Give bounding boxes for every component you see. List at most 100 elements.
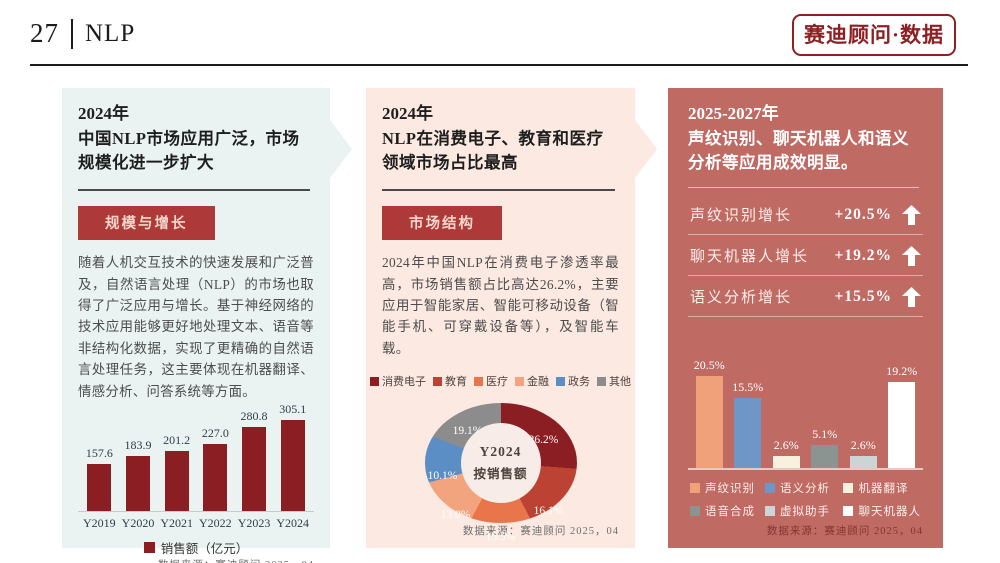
page-number: 27 [30,18,59,48]
bar-column: 5.1% [806,427,845,468]
bar-column: 280.8 [235,409,274,512]
legend-label: 语音合成 [705,506,755,518]
header-rule [30,64,968,66]
growth-row-semantic: 语义分析增长 +15.5% [688,276,923,318]
bar-value-label: 305.1 [279,402,307,417]
bar-column: 183.9 [119,438,158,512]
legend-label: 消费电子 [382,376,426,389]
bar-value-label: 280.8 [240,409,268,424]
growth-rows: 声纹识别增长 +20.5% 聊天机器人增长 +19.2% 语义分析增长 +15.… [688,194,923,318]
sales-bars: 157.6 183.9 201.2 227.0 280.8 305.1 [78,402,314,513]
bar [280,420,305,512]
bar [695,376,723,468]
donut-slice-label: 10.1% [427,470,458,483]
page-header: 27 NLP [30,18,135,49]
legend-item: 语音合成 [690,503,765,519]
bar-column: 15.5% [729,380,768,468]
donut-slice-label: 15.5% [485,531,516,544]
bar-value-label: 201.2 [163,433,191,448]
legend-swatch [474,376,483,386]
legend-swatch [843,483,854,493]
bar [164,451,189,512]
bar-column: 157.6 [80,446,119,512]
panel3-source: 数据来源：赛迪顾问 2025，04 [766,526,923,537]
x-axis-label: Y2022 [199,516,232,531]
legend-swatch [690,483,700,493]
bar-value-label: 157.6 [85,446,113,461]
growth-label: 语义分析增长 [690,290,793,307]
bar-value-label: 20.5% [693,358,725,372]
donut-slice-label: 26.2% [528,434,559,447]
panel2-headline: NLP在消费电子、教育和医疗领域市场占比最高 [382,128,604,173]
legend-label: 政务 [568,376,590,389]
legend-swatch [764,506,775,516]
legend-item: 聊天机器人 [843,503,921,519]
panel2-source: 数据来源：赛迪顾问 2025，04 [462,526,619,537]
bar [811,445,839,468]
donut-slice-label: 13.0% [440,509,471,522]
bar [242,427,267,512]
legend-swatch [433,376,442,386]
bar-value-label: 2.6% [773,438,799,453]
panel2-divider [382,189,615,192]
legend-label: 机器翻译 [858,483,909,495]
bar [888,381,916,468]
bar-column: 227.0 [196,426,235,512]
bar-column: 2.6% [767,438,806,468]
panel2-year: 2024年 [382,104,433,123]
legend-swatch [690,506,700,516]
bar [734,398,762,468]
bar-column: 201.2 [157,433,196,512]
legend-swatch [843,506,854,516]
donut-legend: 消费电子 教育 医疗 金融 政务 其他 [370,373,631,389]
legend-label: 其他 [609,376,631,389]
bar-column: 19.2% [883,364,922,468]
bar-value-label: 15.5% [732,380,764,395]
x-axis-label: Y2020 [121,516,155,531]
bar-value-label: 5.1% [812,427,838,442]
bar [849,456,877,468]
panel1-source: 数据来源：赛迪顾问 2025，04 [78,557,314,563]
panel1-year: 2024年 [78,104,129,123]
bar-column: 2.6% [844,438,883,468]
panel1-body: 随着人机交互技术的快速发展和广泛普及，自然语言处理（NLP）的市场也取得了广泛应… [78,255,314,399]
legend-swatch [556,376,565,386]
x-axis-label: Y2021 [160,516,194,531]
x-axis-label: Y2023 [237,516,271,531]
legend-item: 其他 [597,373,631,389]
panel1-headline: 中国NLP市场应用广泛，市场规模化进一步扩大 [78,128,300,173]
legend-label: 教育 [445,376,467,389]
legend-item: 虚拟助手 [764,503,844,519]
donut-center-title: Y2024 [479,444,522,460]
donut-slice-label: 16.1% [533,505,564,518]
panel3-headline: 声纹识别、聊天机器人和语义分析等应用成效明显。 [688,128,909,173]
legend-item: 语义分析 [764,480,844,496]
bar [126,456,150,512]
legend-swatch [515,376,524,386]
panel2-body: 2024年中国NLP在消费电子渗透率最高，市场销售额占比高达26.2%，主要应用… [382,255,619,356]
bar [203,443,228,512]
growth-bar-chart: 20.5% 15.5% 2.6% 5.1% 2.6% 19.2% 声纹识别 语义分析 机器翻译… [688,358,923,519]
growth-legend: 声纹识别 语义分析 机器翻译语音合成 虚拟助手 聊天机器人 [688,480,923,519]
panel2-tag: 市场结构 [382,206,502,241]
sales-legend: 销售额（亿元） [78,538,314,557]
panel-market-scale: 2024年 中国NLP市场应用广泛，市场规模化进一步扩大 规模与增长 随着人机交… [62,88,352,563]
panel-growth-outlook: 2025-2027年 声纹识别、聊天机器人和语义分析等应用成效明显。 声纹识别增… [668,88,943,548]
growth-label: 声纹识别增长 [690,208,793,225]
legend-swatch [764,483,775,493]
legend-item: 机器翻译 [843,480,921,496]
market-share-donut-chart: 26.2% 16.1% 15.5% 13.0% 10.1% 19.1% Y2024 按销售… [424,403,577,543]
panel1-divider [78,189,310,192]
x-axis-label: Y2019 [83,516,116,531]
legend-item: 政务 [556,373,590,389]
bar-value-label: 183.9 [124,438,152,453]
growth-value: +20.5% [834,205,892,223]
legend-label: 声纹识别 [705,483,755,495]
legend-item: 金融 [515,373,549,389]
legend-label: 虚拟助手 [779,506,830,518]
growth-row-chatbot: 聊天机器人增长 +19.2% [688,235,923,277]
bar-column: 20.5% [690,358,729,468]
x-axis-label: Y2024 [276,516,310,531]
bar-column: 305.1 [273,402,312,512]
